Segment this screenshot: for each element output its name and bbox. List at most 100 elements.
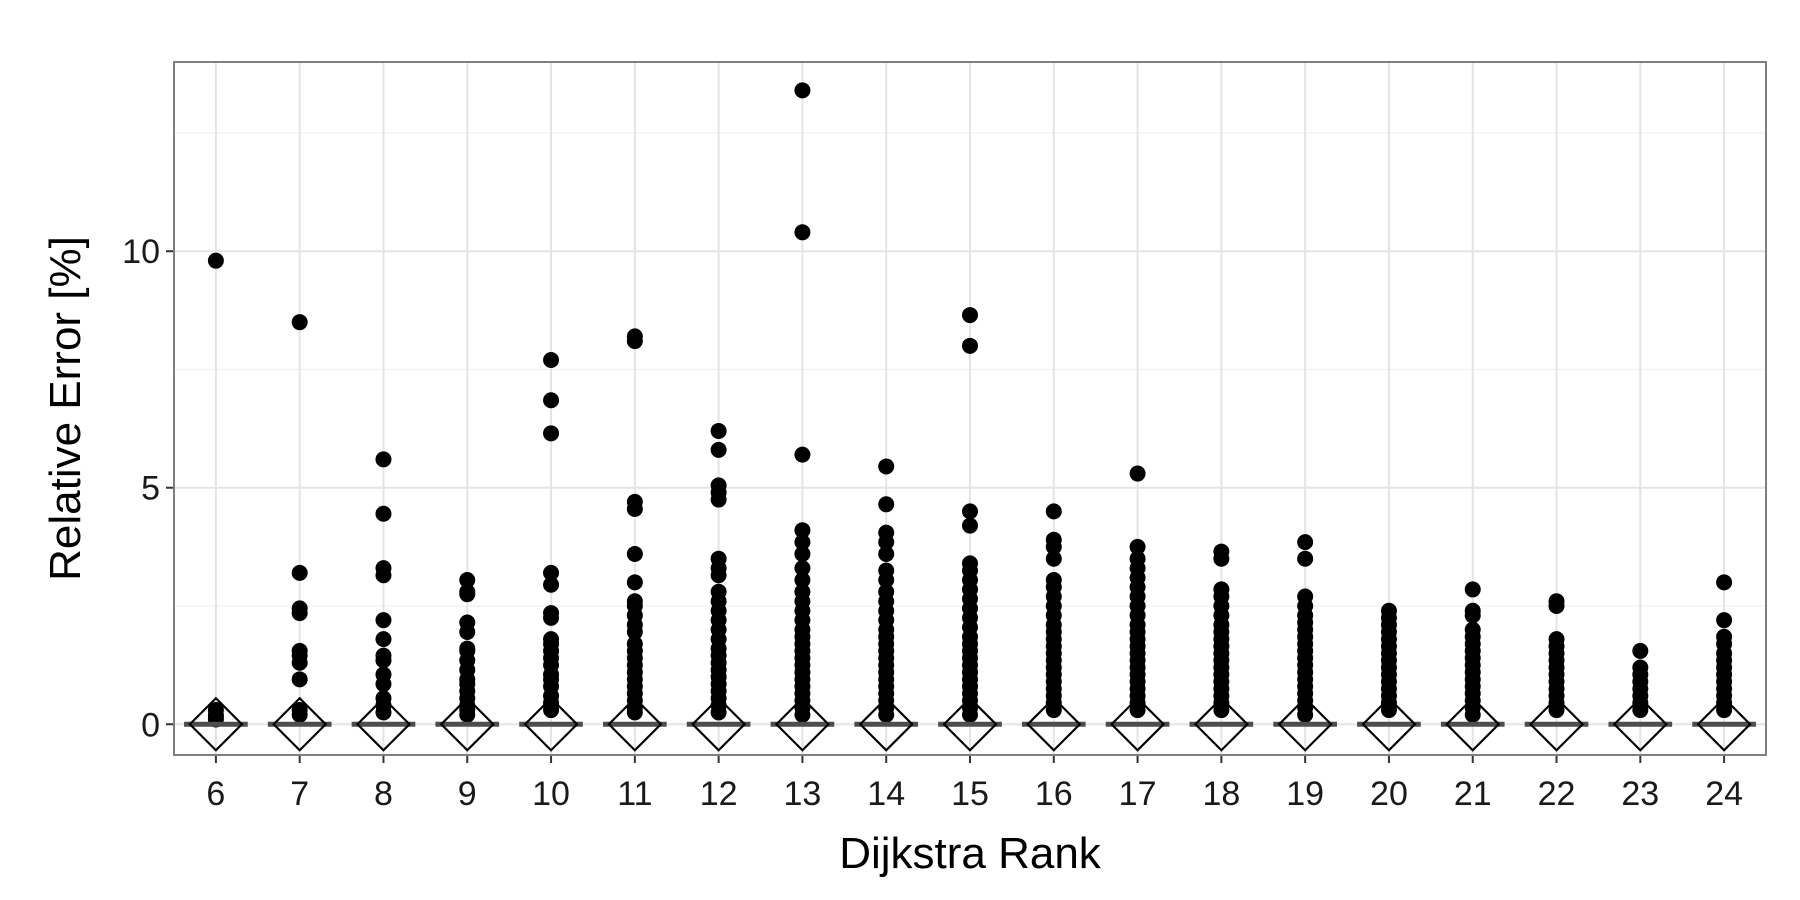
rank-group-10: [519, 352, 583, 752]
outlier-point: [543, 392, 560, 409]
rank-group-8: [351, 451, 416, 752]
x-tick-label: 13: [784, 775, 822, 813]
outlier-point: [291, 706, 308, 723]
rank-group-9: [435, 571, 500, 752]
outlier-point: [962, 517, 978, 534]
outlier-point: [794, 706, 811, 723]
mean-diamond: [691, 696, 747, 752]
outlier-point: [459, 706, 476, 723]
x-axis: 6 7 8 9 10 11 12 13 14 15 16 17 18 19 20 21 22 23 24: [206, 755, 1743, 813]
outlier-point: [878, 571, 895, 588]
outlier-point: [1213, 702, 1230, 719]
outlier-point: [459, 571, 476, 588]
outlier-point: [291, 671, 308, 688]
outlier-point: [794, 224, 811, 241]
outlier-point: [962, 337, 978, 354]
x-tick-label: 12: [700, 775, 738, 813]
x-tick-label: 19: [1286, 775, 1324, 813]
rank-group-13: [770, 82, 835, 752]
x-tick-label: 15: [951, 775, 989, 813]
x-tick-label: 16: [1035, 775, 1073, 813]
outlier-point: [1548, 702, 1565, 719]
x-tick-label: 24: [1705, 775, 1743, 813]
outlier-point: [962, 706, 978, 723]
outlier-point: [291, 314, 308, 331]
outlier-point: [459, 586, 476, 603]
outlier-point: [375, 631, 392, 648]
rank-group-14: [854, 458, 919, 752]
rank-group-15: [938, 307, 1002, 752]
rank-group-23: [1608, 642, 1673, 752]
outlier-point: [794, 571, 811, 588]
x-tick-label: 6: [206, 775, 225, 813]
outlier-point: [1045, 550, 1062, 567]
mean-diamond: [1110, 696, 1166, 752]
rank-group-16: [1021, 503, 1086, 752]
y-axis-title: Relative Error [%]: [41, 236, 90, 581]
outlier-point: [962, 503, 978, 520]
mean-diamond: [523, 696, 579, 752]
rank-group-22: [1524, 593, 1589, 752]
outlier-point: [1548, 597, 1565, 614]
mean-diamond: [1445, 696, 1501, 752]
outlier-point: [1129, 465, 1146, 482]
outlier-point: [1716, 574, 1733, 591]
outlier-point: [878, 496, 895, 513]
outlier-point: [1045, 538, 1062, 555]
x-tick-label: 22: [1538, 775, 1576, 813]
x-tick-label: 11: [617, 775, 652, 813]
outlier-point: [207, 252, 224, 269]
outlier-point: [375, 505, 392, 522]
outlier-point: [1297, 550, 1314, 567]
outlier-point: [710, 422, 727, 439]
rank-group-12: [686, 422, 751, 752]
rank-group-19: [1273, 534, 1337, 752]
outlier-point: [626, 333, 643, 350]
mean-diamond: [1277, 696, 1333, 752]
outlier-point: [543, 702, 560, 719]
outlier-point: [794, 522, 811, 539]
outlier-point: [794, 446, 811, 463]
mean-diamond: [942, 696, 998, 752]
mean-diamond: [439, 696, 495, 752]
y-tick-label: 0: [141, 706, 160, 744]
outlier-point: [1045, 702, 1062, 719]
y-axis: 0 5 10: [122, 233, 174, 744]
mean-diamond: [1612, 696, 1668, 752]
outlier-point: [1464, 581, 1481, 598]
outlier-point: [375, 652, 392, 669]
mean-diamond: [1528, 696, 1585, 752]
x-tick-label: 23: [1621, 775, 1659, 813]
outlier-point: [375, 612, 392, 629]
rank-group-11: [603, 328, 667, 752]
outlier-point: [1464, 706, 1481, 723]
outlier-point: [1716, 612, 1733, 629]
outlier-point: [1297, 534, 1314, 551]
outlier-point: [878, 458, 895, 475]
mean-diamond: [1193, 696, 1249, 752]
x-tick-label: 17: [1119, 775, 1157, 813]
outlier-point: [291, 654, 308, 671]
y-tick-label: 10: [122, 233, 160, 271]
outlier-point: [794, 534, 811, 551]
x-axis-title: Dijkstra Rank: [839, 829, 1102, 878]
mean-diamond: [272, 696, 328, 752]
outlier-point: [1045, 503, 1062, 520]
outlier-point: [794, 545, 811, 562]
outlier-point: [1716, 702, 1733, 719]
rank-group-18: [1189, 543, 1254, 752]
x-tick-label: 14: [867, 775, 905, 813]
outlier-point: [1213, 550, 1230, 567]
outlier-point: [794, 82, 811, 99]
outlier-point: [626, 574, 643, 591]
outlier-point: [962, 307, 978, 324]
mean-diamond: [858, 696, 914, 752]
outlier-point: [543, 564, 560, 581]
outlier-point: [1380, 702, 1397, 719]
mean-diamond: [1361, 696, 1417, 752]
outlier-point: [626, 501, 643, 518]
rank-group-17: [1105, 465, 1170, 752]
outlier-point: [1632, 702, 1649, 719]
mean-diamond: [355, 696, 412, 752]
